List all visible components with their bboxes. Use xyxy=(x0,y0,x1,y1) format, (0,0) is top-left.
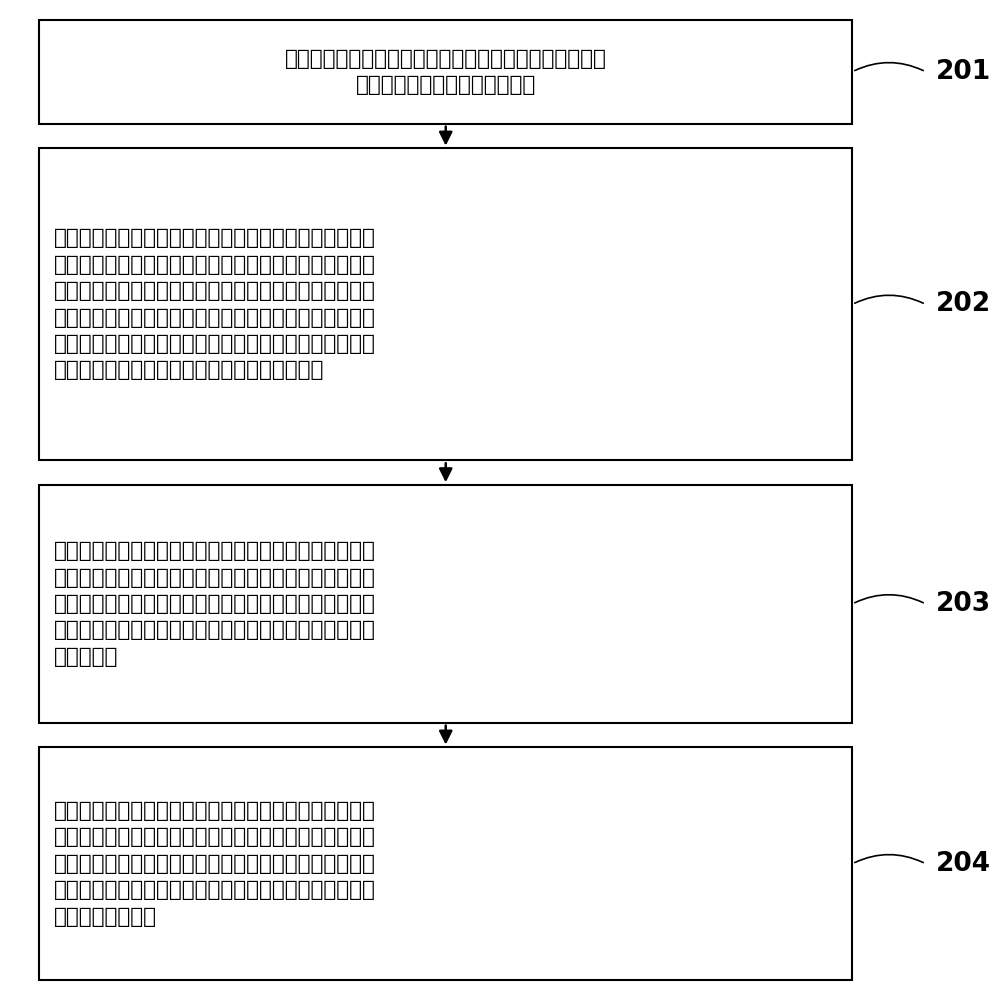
Text: 202: 202 xyxy=(936,291,991,318)
Text: 转速同步阶段：确定新的参考转速；对发动机转速进行第
三闭环控制，并对第一离合器进行第三充油过程，直到新
的参考转速与当前的发动机转速之差小于第一转速阈值，
且当: 转速同步阶段：确定新的参考转速；对发动机转速进行第 三闭环控制，并对第一离合器进… xyxy=(54,801,376,927)
Text: 201: 201 xyxy=(936,58,991,85)
Text: 每隔采样周期获取第一离合器输出扭矩、第一离合器滑摩
率和第一离合器主动盘的加速度: 每隔采样周期获取第一离合器输出扭矩、第一离合器滑摩 率和第一离合器主动盘的加速度 xyxy=(285,49,607,95)
FancyBboxPatch shape xyxy=(39,148,852,460)
Text: 204: 204 xyxy=(936,850,991,877)
FancyBboxPatch shape xyxy=(39,20,852,124)
FancyBboxPatch shape xyxy=(39,485,852,723)
Text: 转速稳定阶段：对发动机转速进行第二闭环控制，且对第
一离合器进行第二充油过程，直到参考转速与当前的发动
机转速之差小于第一转速阈值，并且当前的发动机转速与
当前: 转速稳定阶段：对发动机转速进行第二闭环控制，且对第 一离合器进行第二充油过程，直… xyxy=(54,542,376,666)
FancyBboxPatch shape xyxy=(39,747,852,980)
Text: 203: 203 xyxy=(936,591,991,617)
Text: 转速飞升阶段：对发动机转速进行控制以使发动机转速迅
速增加，直到参考转速与当前的发动机转速之差小于第三
转速阈值时，对发动机转速进行第一闭环控制，并且对第
一离: 转速飞升阶段：对发动机转速进行控制以使发动机转速迅 速增加，直到参考转速与当前的… xyxy=(54,229,376,380)
